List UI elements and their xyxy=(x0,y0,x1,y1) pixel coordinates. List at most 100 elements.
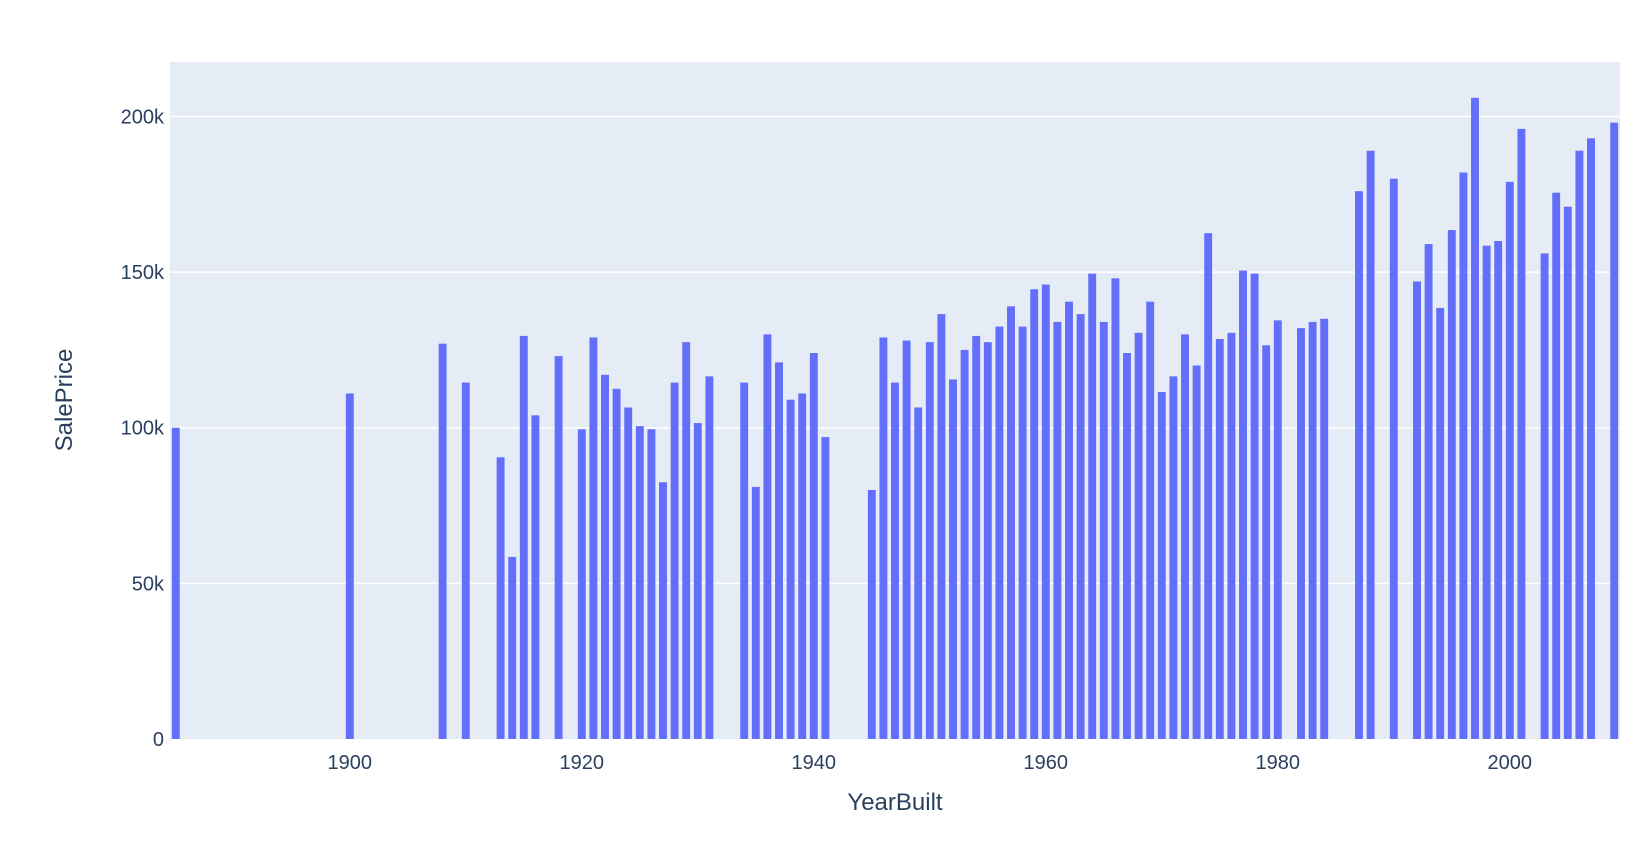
bar xyxy=(1169,376,1178,739)
bar xyxy=(1065,301,1073,739)
bar xyxy=(809,353,818,739)
bar xyxy=(925,342,934,739)
bar xyxy=(682,342,691,739)
bar xyxy=(1355,191,1363,740)
y-tick-label: 150k xyxy=(121,262,165,284)
bar xyxy=(1540,253,1549,739)
bar xyxy=(1320,318,1329,739)
x-tick-label: 1960 xyxy=(1024,752,1069,774)
y-tick-label: 50k xyxy=(132,573,165,595)
bar xyxy=(914,407,923,739)
bar xyxy=(798,393,807,739)
bar xyxy=(1041,284,1050,739)
bar xyxy=(821,437,830,739)
bar xyxy=(1273,320,1282,739)
bar xyxy=(1192,365,1201,739)
x-tick-label: 1980 xyxy=(1256,752,1301,774)
x-axis-title: YearBuilt xyxy=(847,789,943,816)
bar xyxy=(1204,233,1213,739)
bar xyxy=(1146,301,1155,739)
y-tick-label: 100k xyxy=(121,418,165,440)
bar xyxy=(972,335,981,739)
bar xyxy=(1157,391,1166,739)
bar xyxy=(635,426,644,739)
bar xyxy=(1494,240,1503,740)
x-tick-label: 1940 xyxy=(792,752,837,774)
bar xyxy=(1587,138,1595,739)
bar xyxy=(705,376,714,739)
bar xyxy=(867,489,876,739)
bar xyxy=(751,486,760,739)
bar xyxy=(531,415,540,739)
bar xyxy=(775,362,783,739)
bar xyxy=(1030,289,1039,739)
bar xyxy=(1436,307,1445,739)
bar xyxy=(891,382,899,739)
y-tick-label: 200k xyxy=(121,106,165,128)
bar xyxy=(647,429,656,739)
bars xyxy=(171,97,1619,740)
bar xyxy=(1239,270,1247,739)
bar xyxy=(554,356,563,739)
x-tick-label: 1920 xyxy=(560,752,605,774)
bar xyxy=(937,314,946,739)
bar xyxy=(670,382,679,739)
bar xyxy=(1459,172,1468,740)
bar xyxy=(1053,321,1062,739)
bar xyxy=(589,337,598,739)
bar xyxy=(879,337,888,739)
bar xyxy=(1297,328,1305,739)
bar xyxy=(1424,244,1433,739)
bar xyxy=(1134,332,1143,739)
bar xyxy=(1505,181,1514,739)
y-axis-ticks: 0 50k 100k 150k 200k xyxy=(121,106,165,751)
bar xyxy=(1250,273,1259,739)
bar xyxy=(612,388,621,739)
x-tick-label: 2000 xyxy=(1488,752,1533,774)
bar xyxy=(960,349,969,739)
y-axis-title: SalePrice xyxy=(51,349,78,452)
bar xyxy=(1471,97,1479,739)
bar xyxy=(1563,206,1572,740)
bar xyxy=(949,379,957,739)
bar xyxy=(1552,192,1561,740)
bar xyxy=(1308,321,1317,739)
bar xyxy=(1517,128,1526,739)
bar xyxy=(519,335,528,739)
bar xyxy=(763,334,772,739)
bar xyxy=(1007,306,1015,739)
bar xyxy=(171,427,180,739)
bar xyxy=(1413,281,1421,739)
bar xyxy=(345,393,354,739)
bar xyxy=(508,556,517,739)
bar xyxy=(1215,339,1224,739)
bar xyxy=(577,429,586,739)
bar xyxy=(786,399,795,739)
bar xyxy=(438,343,447,739)
bar xyxy=(1447,230,1456,739)
x-tick-label: 1900 xyxy=(328,752,373,774)
bar xyxy=(1018,326,1027,739)
bar xyxy=(1575,150,1584,740)
bar xyxy=(659,482,667,739)
bar xyxy=(983,342,992,739)
bar xyxy=(1366,150,1375,740)
bar xyxy=(995,326,1004,739)
bar xyxy=(1076,314,1085,739)
bar xyxy=(1099,321,1108,739)
bar xyxy=(601,374,609,739)
bar xyxy=(902,340,911,739)
y-tick-label: 0 xyxy=(153,729,164,751)
bar xyxy=(1088,273,1097,739)
bar xyxy=(693,423,702,739)
bar xyxy=(624,407,633,739)
bar xyxy=(1482,245,1491,739)
bar xyxy=(1389,178,1398,740)
bar xyxy=(1111,278,1120,739)
bar xyxy=(1181,334,1189,739)
bar xyxy=(1227,332,1236,739)
bar xyxy=(1610,122,1619,740)
bar xyxy=(740,382,749,739)
